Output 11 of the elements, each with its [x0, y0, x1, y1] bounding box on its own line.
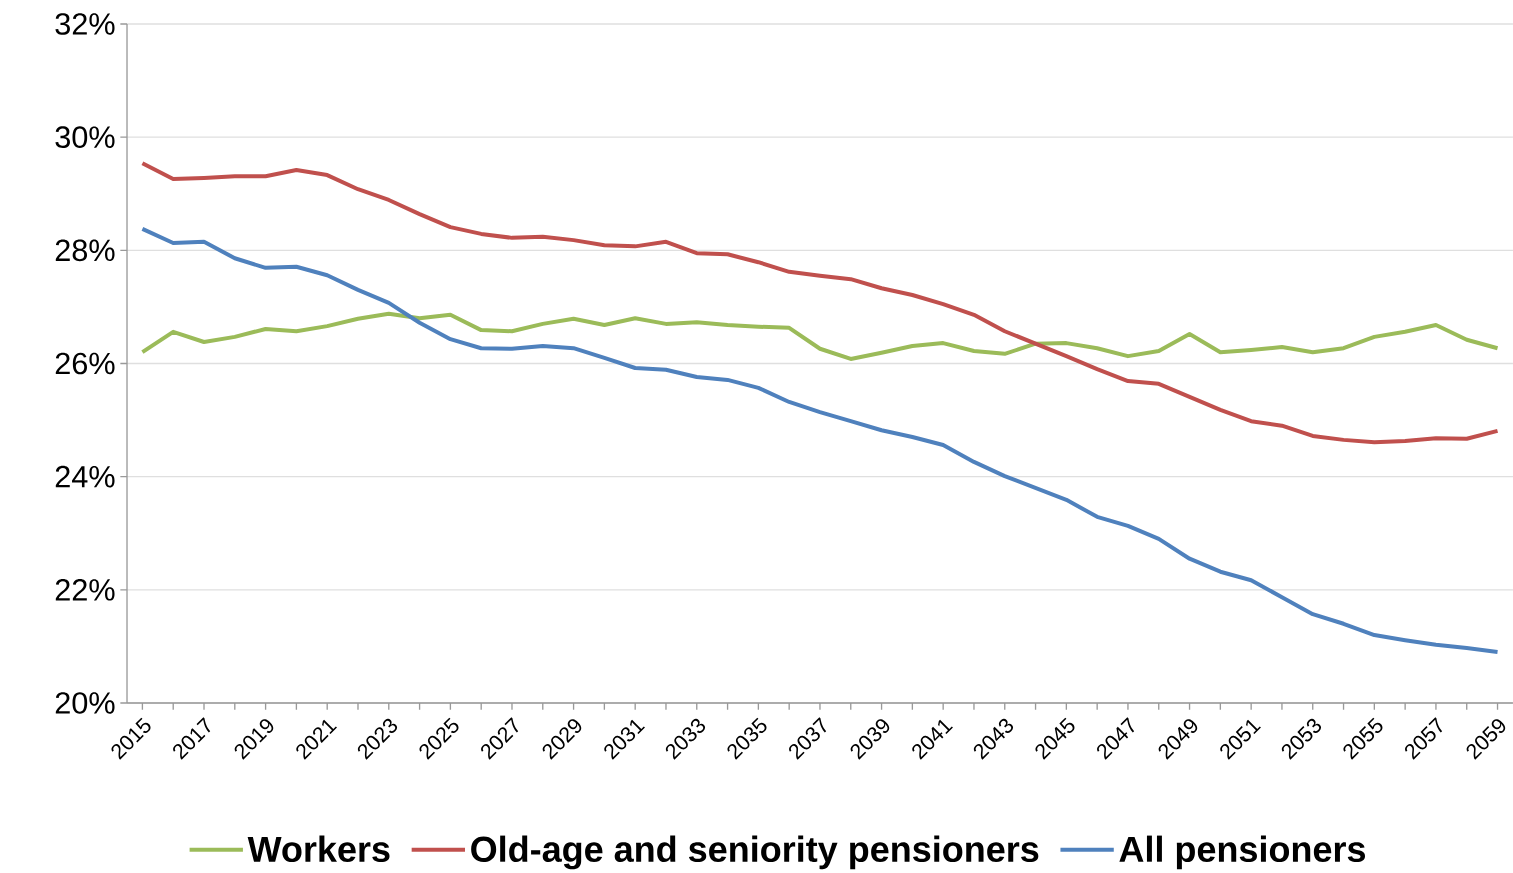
legend-label: Old-age and seniority pensioners [471, 835, 1039, 870]
y-tick-label: 22% [55, 579, 115, 601]
y-tick-label: 24% [55, 465, 115, 488]
legend-label: All pensioners [1119, 835, 1366, 870]
y-tick-label: 26% [55, 352, 115, 375]
y-tick-label: 20% [55, 692, 115, 714]
y-tick-label: 32% [55, 13, 115, 35]
legend-label: Workers [247, 835, 390, 863]
line-series [140, 311, 1500, 361]
y-tick-label: 28% [55, 239, 115, 262]
y-tick-label: 30% [55, 126, 115, 148]
